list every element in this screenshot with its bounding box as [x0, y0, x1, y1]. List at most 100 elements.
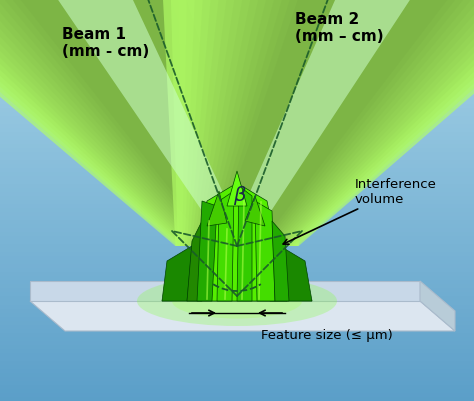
Bar	[0, 337, 474, 341]
Ellipse shape	[137, 276, 337, 326]
Bar	[0, 116, 474, 120]
Bar	[0, 385, 474, 389]
Bar	[0, 20, 474, 24]
Bar	[0, 205, 474, 209]
Bar	[0, 180, 474, 184]
Bar	[0, 104, 474, 108]
Polygon shape	[420, 281, 455, 331]
Bar	[0, 245, 474, 249]
Polygon shape	[213, 0, 456, 246]
Bar	[0, 148, 474, 152]
Polygon shape	[162, 246, 192, 301]
Polygon shape	[185, 0, 474, 246]
Bar	[0, 132, 474, 136]
Bar	[0, 353, 474, 357]
Text: Feature size (≤ μm): Feature size (≤ μm)	[261, 329, 393, 342]
Bar	[0, 96, 474, 100]
Bar	[0, 301, 474, 305]
Bar	[0, 64, 474, 68]
Polygon shape	[208, 0, 472, 246]
Polygon shape	[0, 0, 278, 246]
Bar	[0, 253, 474, 257]
Bar	[0, 200, 474, 205]
Polygon shape	[0, 0, 283, 246]
Polygon shape	[197, 201, 217, 301]
Polygon shape	[207, 192, 227, 227]
Bar	[0, 164, 474, 168]
Bar	[0, 152, 474, 156]
Text: Beam 1
(mm - cm): Beam 1 (mm - cm)	[62, 27, 149, 59]
Polygon shape	[245, 196, 265, 227]
Bar	[0, 325, 474, 329]
Polygon shape	[171, 0, 474, 246]
Polygon shape	[0, 0, 273, 246]
Bar	[0, 393, 474, 397]
Bar	[0, 108, 474, 112]
Bar	[0, 84, 474, 88]
Bar	[0, 293, 474, 297]
Bar	[0, 124, 474, 128]
Polygon shape	[0, 0, 266, 246]
Polygon shape	[187, 0, 474, 246]
Bar	[0, 309, 474, 313]
Bar	[0, 40, 474, 44]
Polygon shape	[196, 0, 474, 246]
Polygon shape	[57, 0, 248, 246]
Text: Beam 2
(mm – cm): Beam 2 (mm – cm)	[295, 12, 383, 44]
Bar	[0, 213, 474, 217]
Bar	[0, 289, 474, 293]
Bar	[0, 32, 474, 36]
Bar	[0, 76, 474, 80]
Bar	[0, 345, 474, 349]
Bar	[0, 184, 474, 188]
Polygon shape	[272, 221, 289, 301]
Bar	[0, 361, 474, 365]
Bar	[0, 265, 474, 269]
Text: Interference
volume: Interference volume	[283, 178, 437, 245]
Polygon shape	[201, 0, 474, 246]
Bar	[0, 277, 474, 281]
Bar	[0, 92, 474, 96]
Bar	[0, 56, 474, 60]
Polygon shape	[215, 0, 448, 246]
Bar	[0, 160, 474, 164]
Bar	[0, 389, 474, 393]
Polygon shape	[0, 0, 292, 246]
Polygon shape	[0, 0, 268, 246]
Polygon shape	[0, 0, 305, 246]
Polygon shape	[0, 0, 271, 246]
Bar	[0, 16, 474, 20]
Bar	[0, 60, 474, 64]
Bar	[0, 192, 474, 196]
Polygon shape	[179, 0, 474, 246]
Bar	[0, 381, 474, 385]
Bar	[0, 233, 474, 237]
Polygon shape	[226, 0, 410, 246]
Polygon shape	[227, 172, 247, 207]
Bar	[0, 196, 474, 200]
Bar	[0, 225, 474, 229]
Bar	[0, 329, 474, 333]
Bar	[0, 172, 474, 176]
Bar	[0, 176, 474, 180]
Bar	[0, 120, 474, 124]
Bar	[0, 80, 474, 84]
Polygon shape	[162, 266, 312, 301]
Bar	[0, 377, 474, 381]
Bar	[0, 0, 474, 4]
Polygon shape	[30, 301, 455, 331]
Polygon shape	[206, 0, 474, 246]
Bar	[0, 4, 474, 8]
Ellipse shape	[172, 284, 302, 319]
Bar	[0, 305, 474, 309]
Bar	[0, 313, 474, 317]
Polygon shape	[0, 0, 294, 246]
Polygon shape	[0, 0, 275, 246]
Bar	[0, 321, 474, 325]
Bar	[0, 257, 474, 261]
Polygon shape	[187, 211, 207, 301]
Bar	[0, 8, 474, 12]
Polygon shape	[199, 0, 474, 246]
Bar	[0, 229, 474, 233]
Bar	[0, 217, 474, 221]
